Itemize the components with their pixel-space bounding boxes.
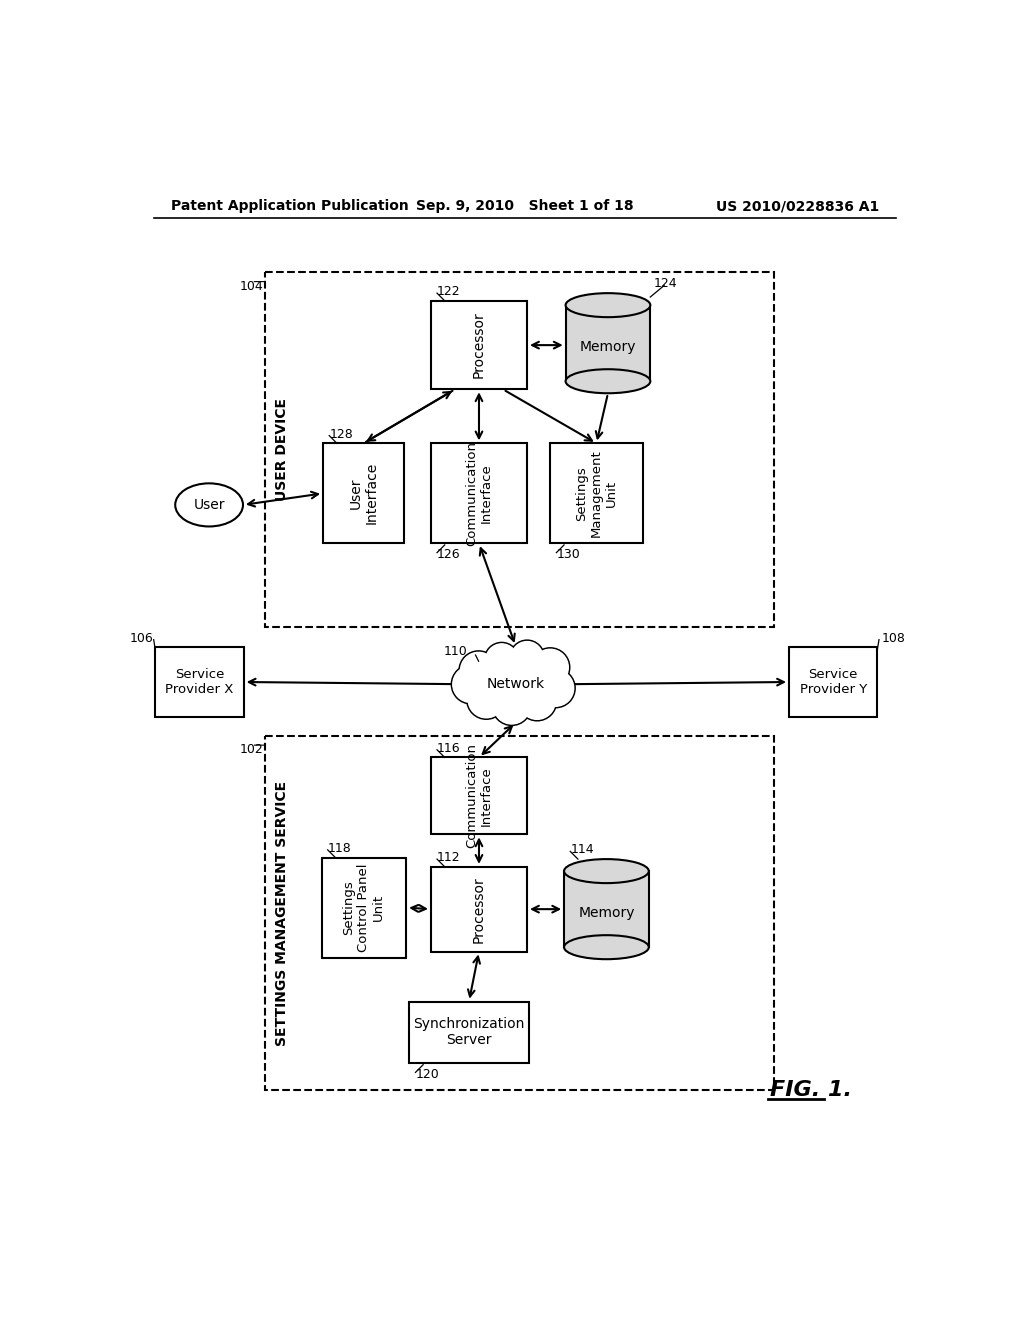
Text: 118: 118 [328,842,351,855]
Text: 128: 128 [330,428,353,441]
Circle shape [486,644,517,676]
Bar [788,647,878,717]
Circle shape [510,640,544,675]
Text: Service
Provider X: Service Provider X [165,668,233,696]
Circle shape [493,686,531,725]
Circle shape [452,665,490,704]
Circle shape [461,652,497,689]
Bar [431,758,527,834]
Ellipse shape [175,483,243,527]
Text: US 2010/0228836 A1: US 2010/0228836 A1 [716,199,879,213]
Bar [565,305,650,381]
Text: 120: 120 [416,1068,439,1081]
Bar [322,858,407,958]
Text: FIG. 1.: FIG. 1. [770,1080,852,1100]
Text: 126: 126 [437,548,461,561]
Bar [431,444,527,544]
Text: 114: 114 [570,843,594,857]
Bar [564,871,649,948]
Ellipse shape [565,370,650,393]
Text: 110: 110 [444,645,468,659]
Text: 116: 116 [437,742,461,755]
Bar [265,272,773,627]
Text: USER DEVICE: USER DEVICE [275,397,289,502]
Bar [431,867,527,952]
Text: 102: 102 [240,743,264,756]
Circle shape [531,648,569,686]
Circle shape [482,651,549,718]
Ellipse shape [564,935,649,960]
Bar [265,737,773,1090]
Text: Patent Application Publication: Patent Application Publication [171,199,409,213]
Text: User
Interface: User Interface [348,462,379,524]
Text: User: User [194,498,225,512]
Circle shape [519,684,555,719]
Text: Synchronization
Server: Synchronization Server [414,1018,524,1048]
Text: Processor: Processor [472,312,486,379]
Text: SETTINGS MANAGEMENT SERVICE: SETTINGS MANAGEMENT SERVICE [275,780,289,1045]
Text: Communication
Interface: Communication Interface [465,743,493,849]
Bar [156,647,244,717]
Bar [323,444,403,544]
Text: 130: 130 [556,548,581,561]
Text: 104: 104 [240,280,264,293]
Text: 124: 124 [654,277,678,290]
Text: Communication
Interface: Communication Interface [465,441,493,546]
Circle shape [518,682,556,721]
Circle shape [538,671,573,706]
Bar [431,301,527,389]
Circle shape [532,649,568,685]
Circle shape [460,651,498,689]
Circle shape [468,681,505,718]
Text: 106: 106 [130,631,154,644]
Circle shape [511,642,543,673]
Text: 112: 112 [437,851,461,865]
Circle shape [481,649,550,719]
Text: Processor: Processor [472,875,486,942]
Text: Settings
Management
Unit: Settings Management Unit [574,450,617,537]
Ellipse shape [565,293,650,317]
Text: Service
Provider Y: Service Provider Y [800,668,866,696]
Circle shape [453,667,489,702]
Bar [550,444,643,544]
Text: Settings
Control Panel
Unit: Settings Control Panel Unit [342,863,385,952]
Text: Network: Network [486,677,545,692]
Ellipse shape [564,859,649,883]
Text: Sep. 9, 2010   Sheet 1 of 18: Sep. 9, 2010 Sheet 1 of 18 [416,199,634,213]
Text: 122: 122 [437,285,461,298]
Text: Memory: Memory [579,906,635,920]
Circle shape [537,669,574,708]
Circle shape [467,681,506,719]
Bar [410,1002,528,1063]
Circle shape [494,688,529,723]
Text: 108: 108 [882,631,905,644]
Text: Memory: Memory [580,341,636,354]
Circle shape [484,643,518,677]
